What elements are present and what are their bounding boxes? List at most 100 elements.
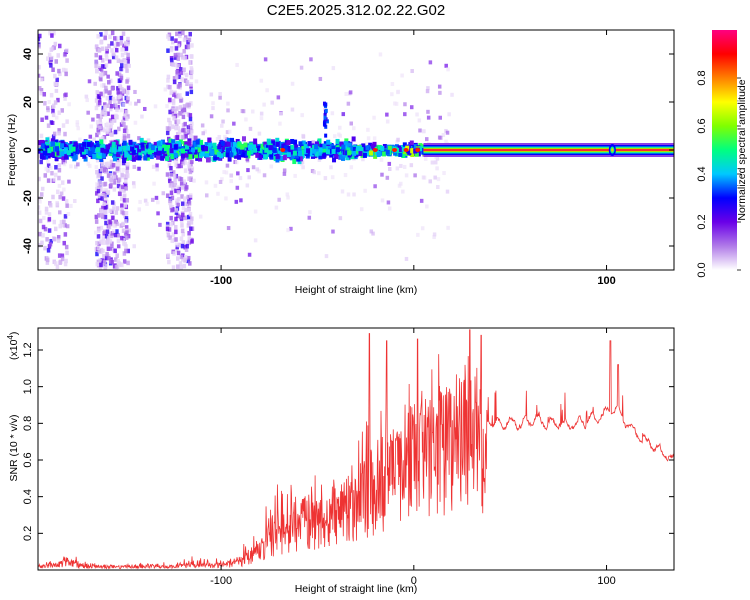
spectrogram-cell — [100, 208, 104, 214]
spectrogram-cell — [294, 153, 299, 159]
spectrogram-cell — [124, 179, 128, 184]
spectrogram-cell — [293, 147, 298, 153]
spectrogram-cell — [409, 140, 414, 146]
spectrogram-cell — [385, 112, 389, 117]
spectrogram-cell — [223, 134, 227, 139]
spectrogram-cell — [55, 264, 60, 270]
spectrogram-cell — [395, 166, 400, 171]
spectrogram-cell — [215, 137, 220, 142]
spectrogram-cell — [102, 190, 106, 196]
spectrogram-cell — [189, 177, 193, 182]
spectrogram-cell — [110, 132, 114, 137]
spectrogram-cell — [59, 219, 64, 225]
spectrogram-cell — [165, 226, 170, 232]
spectrogram-cell — [387, 145, 392, 151]
spectrogram-cell — [168, 178, 172, 184]
spectrogram-cell — [187, 223, 191, 228]
spectrogram-cell — [57, 163, 62, 168]
spectrogram-cell — [143, 106, 147, 111]
spectrogram-hotspot — [392, 148, 398, 152]
spectrogram-cell — [100, 64, 105, 69]
spectrogram-cell — [174, 46, 179, 51]
spectrogram-cell — [221, 147, 226, 153]
spectrogram-hotspot — [415, 148, 421, 152]
spectrogram-cell — [181, 161, 185, 166]
spectrogram-cell — [99, 40, 103, 45]
spectrogram-cell — [437, 84, 442, 89]
spectrogram-cell — [283, 152, 288, 158]
spectrogram-cell — [190, 160, 194, 165]
spectrogram-cell — [290, 138, 295, 144]
snr-series-line — [38, 329, 674, 570]
spectrogram-cell — [67, 179, 71, 184]
spectrogram-cell — [277, 197, 281, 202]
spectrogram-cell — [95, 182, 99, 187]
spectrogram-cell — [108, 90, 112, 95]
spectrogram-cell — [185, 185, 189, 190]
spectrogram-cell — [104, 46, 109, 51]
snr-x-tick-label: 100 — [597, 575, 615, 587]
spectrogram-cell — [126, 114, 130, 119]
spectrogram-cell — [122, 198, 127, 203]
spectrogram-cell — [117, 72, 122, 77]
spectrogram-cell — [174, 248, 179, 253]
spectrogram-cell — [101, 127, 105, 132]
spectrogram-cell — [100, 257, 105, 263]
spectrogram-cell — [78, 137, 82, 142]
spectrogram-cell — [184, 152, 189, 158]
spectrogram-cell — [396, 89, 400, 94]
spectrogram-cell — [100, 147, 105, 153]
spectrogram-cell — [187, 60, 192, 65]
colorbar: 0.0 0.2 0.4 0.6 0.8 Normalized spectral ampl… — [696, 30, 748, 278]
snr-y-tick-label: 0.8 — [22, 416, 34, 431]
spectrogram-cell — [163, 153, 168, 159]
spectrogram-cell — [186, 258, 190, 264]
spectrogram-cell — [112, 147, 117, 153]
spectrogram-cell — [123, 40, 128, 46]
spectrogram-cell — [51, 112, 56, 118]
spectrogram-cell — [246, 168, 250, 173]
spectrogram-cell — [166, 84, 170, 90]
spectrogram-cell — [206, 157, 211, 163]
colorbar-tick-label: 0.8 — [696, 70, 708, 85]
spectrogram-cell — [142, 148, 147, 154]
spectrogram-cell — [110, 114, 115, 120]
spectrogram-cell — [238, 149, 243, 155]
spectrogram-cell — [229, 173, 233, 178]
spectrogram-cell — [363, 188, 367, 193]
spectrogram-cell — [303, 154, 308, 159]
spectrogram-cell — [441, 133, 446, 138]
spectrogram-cell — [258, 147, 263, 153]
spectrogram-cell — [53, 73, 57, 79]
spectrogram-cell — [436, 184, 440, 189]
spectrogram-cell — [40, 139, 45, 145]
spectrogram-cell — [96, 153, 101, 159]
spectrogram-cell — [178, 96, 183, 101]
spectrogram-cell — [393, 150, 398, 156]
spectrogram-cell — [61, 155, 66, 161]
spectrogram-cell — [121, 228, 126, 233]
spectrogram-cell — [174, 237, 178, 242]
spectrogram-cell — [73, 199, 77, 204]
spectrogram-cell — [301, 146, 306, 152]
spectrogram-cell — [185, 79, 190, 85]
spectrogram-cell — [390, 92, 394, 97]
spectrogram-cell — [114, 103, 118, 108]
spectrogram-cell — [442, 171, 446, 176]
spectrogram-cell — [105, 96, 110, 101]
spectrogram-cell — [110, 259, 115, 265]
spectrogram-cell — [269, 152, 274, 158]
spectrogram-cell — [38, 218, 43, 224]
spectrogram-cell — [124, 219, 128, 224]
spectrogram-cell — [186, 194, 191, 200]
spectrogram-cell — [46, 123, 51, 128]
spectrogram-cell — [114, 140, 119, 146]
spectrogram-cell — [97, 94, 101, 99]
spectrogram-cell — [184, 247, 189, 252]
colorbar-tick-label: 0.0 — [696, 262, 708, 277]
spectrogram-cell — [98, 150, 103, 156]
spectrogram-cell — [167, 163, 172, 168]
spectrogram-cell — [175, 106, 179, 111]
spectrogram-cell — [127, 63, 131, 68]
